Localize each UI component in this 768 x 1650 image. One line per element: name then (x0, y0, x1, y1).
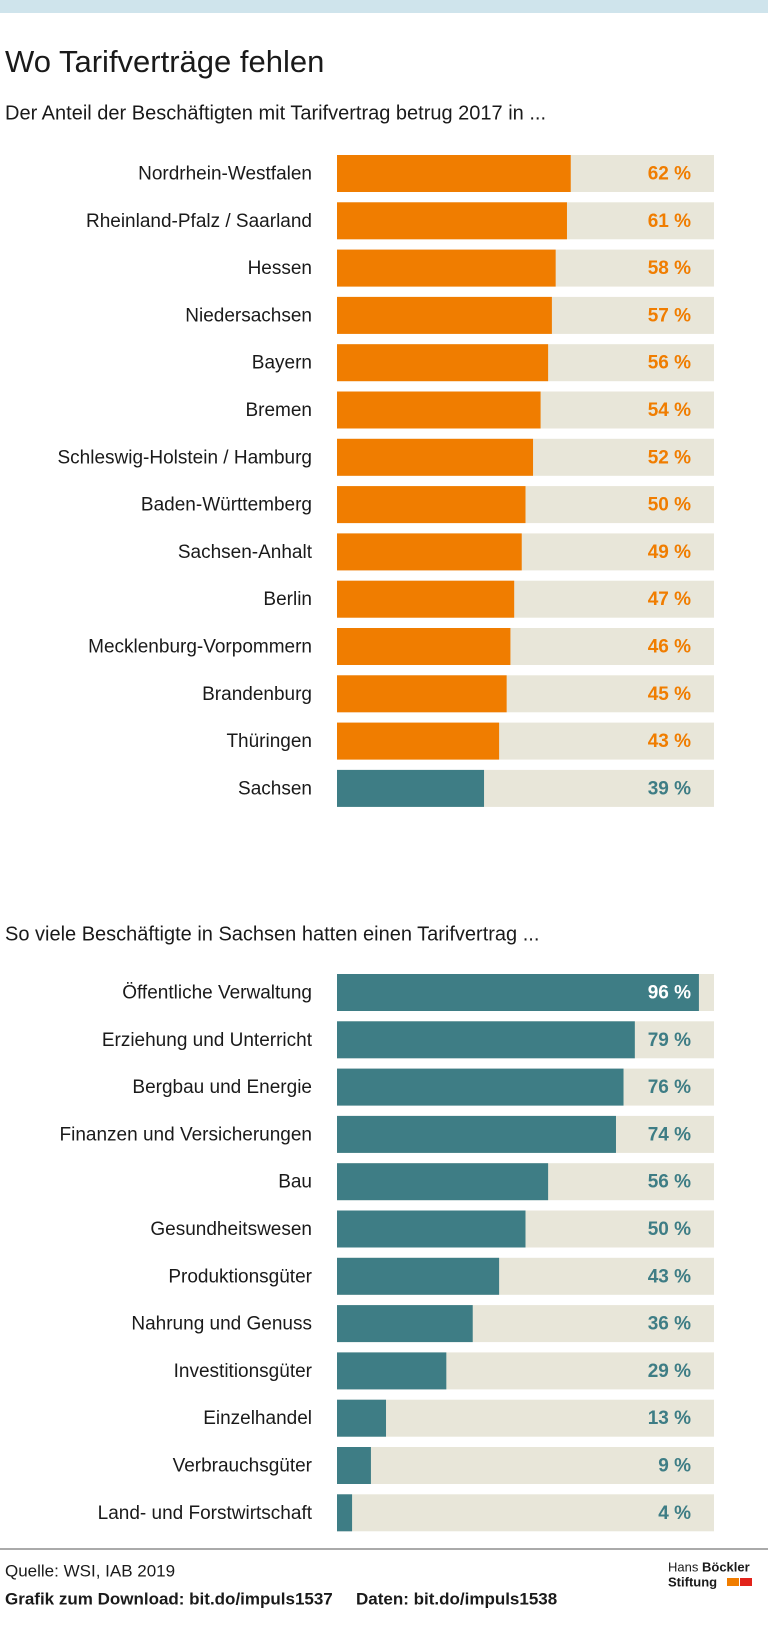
chart-subtitle: So viele Beschäftigte in Sachsen hatten … (5, 923, 539, 945)
value-label: 52 % (648, 447, 691, 468)
bar (337, 391, 541, 429)
value-label: 43 % (648, 1266, 691, 1287)
download-link: Grafik zum Download: bit.do/impuls1537 (5, 1589, 333, 1608)
logo-text: Stiftung (668, 1574, 717, 1589)
value-label: 49 % (648, 542, 691, 563)
bar (337, 974, 699, 1011)
value-label: 46 % (648, 637, 691, 658)
category-label: Finanzen und Versicherungen (60, 1124, 312, 1145)
bar (337, 533, 522, 571)
bar (337, 1163, 549, 1201)
value-label: 58 % (648, 258, 691, 279)
bar (337, 296, 552, 334)
category-label: Gesundheitswesen (150, 1219, 312, 1240)
bar (337, 344, 549, 382)
value-label: 45 % (648, 684, 691, 705)
value-label: 36 % (648, 1314, 691, 1335)
value-label: 56 % (648, 1172, 691, 1193)
category-label: Investitionsgüter (174, 1361, 313, 1382)
category-label: Nordrhein-Westfalen (138, 164, 312, 185)
bar (337, 249, 556, 287)
logo-square (727, 1578, 739, 1586)
data-link: Daten: bit.do/impuls1538 (356, 1589, 557, 1608)
value-label: 47 % (648, 589, 691, 610)
bar (337, 1447, 371, 1484)
value-label: 54 % (648, 400, 691, 421)
bar (337, 1210, 526, 1248)
bar (337, 675, 507, 713)
category-label: Berlin (263, 589, 312, 610)
category-label: Nahrung und Genuss (131, 1314, 312, 1335)
value-label: 62 % (648, 164, 691, 185)
bar-track (337, 1399, 714, 1437)
logo-text: Hans (668, 1559, 699, 1574)
category-label: Bau (278, 1172, 312, 1193)
category-label: Niedersachsen (185, 305, 312, 326)
bar (337, 1115, 616, 1153)
title: Wo Tarifverträge fehlen (5, 44, 324, 79)
category-label: Sachsen-Anhalt (178, 542, 313, 563)
logo-square (740, 1578, 752, 1586)
source: Quelle: WSI, IAB 2019 (5, 1561, 175, 1580)
bar (337, 1021, 635, 1059)
category-label: Einzelhandel (203, 1408, 312, 1429)
value-label: 4 % (658, 1503, 691, 1524)
category-label: Mecklenburg-Vorpommern (88, 637, 312, 658)
category-label: Hessen (248, 258, 312, 279)
category-label: Sachsen (238, 778, 312, 799)
value-label: 57 % (648, 305, 691, 326)
value-label: 50 % (648, 1219, 691, 1240)
category-label: Brandenburg (202, 684, 312, 705)
bar (337, 722, 500, 760)
category-label: Land- und Forstwirtschaft (98, 1503, 313, 1524)
bar (337, 1305, 473, 1343)
bar (337, 1494, 353, 1532)
bar (337, 486, 526, 524)
category-label: Thüringen (226, 731, 312, 752)
category-label: Bergbau und Energie (132, 1077, 312, 1098)
bar (337, 628, 511, 665)
bar-track (337, 1494, 714, 1532)
logo-text: Böckler (702, 1559, 750, 1574)
category-label: Rheinland-Pfalz / Saarland (86, 211, 312, 232)
bar (337, 769, 485, 807)
category-label: Bremen (245, 400, 312, 421)
bar (337, 438, 534, 476)
bar (337, 202, 567, 240)
bar (337, 1352, 447, 1390)
value-label: 39 % (648, 778, 691, 799)
value-label: 76 % (648, 1077, 691, 1098)
value-label: 79 % (648, 1030, 691, 1051)
chart-subtitle: Der Anteil der Beschäftigten mit Tarifve… (5, 102, 546, 124)
category-label: Bayern (252, 353, 312, 374)
bar (337, 1068, 624, 1106)
category-label: Produktionsgüter (168, 1266, 312, 1287)
bar (337, 1399, 387, 1437)
value-label: 56 % (648, 353, 691, 374)
value-label: 29 % (648, 1361, 691, 1382)
category-label: Erziehung und Unterricht (102, 1030, 313, 1051)
bar (337, 155, 571, 192)
category-label: Baden-Württemberg (141, 495, 312, 516)
category-label: Schleswig-Holstein / Hamburg (58, 447, 313, 468)
value-label: 13 % (648, 1408, 691, 1429)
value-label: 61 % (648, 211, 691, 232)
top-band (0, 0, 768, 13)
value-label: 50 % (648, 495, 691, 516)
bar (337, 580, 515, 618)
value-label: 96 % (648, 983, 691, 1004)
bar-track (337, 1447, 714, 1484)
value-label: 74 % (648, 1124, 691, 1145)
bar (337, 1257, 500, 1295)
category-label: Verbrauchsgüter (173, 1456, 313, 1477)
value-label: 43 % (648, 731, 691, 752)
value-label: 9 % (658, 1456, 691, 1477)
category-label: Öffentliche Verwaltung (122, 983, 312, 1004)
